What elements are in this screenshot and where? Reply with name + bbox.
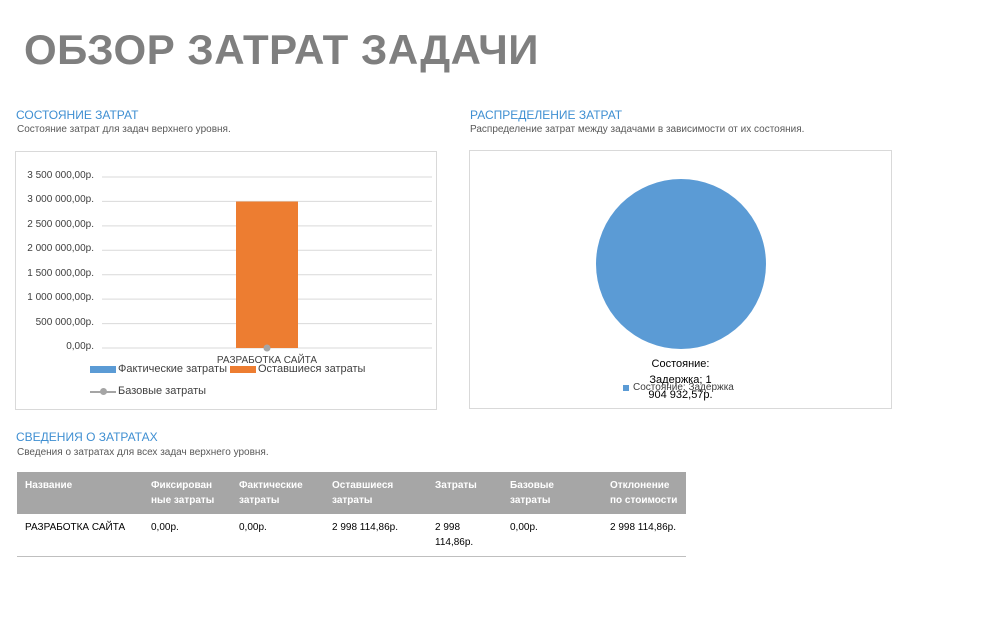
y-tick-label: 1 000 000,00р.: [27, 292, 94, 304]
cell-fixed-cost: 0,00р.: [143, 514, 231, 557]
pie-data-label-line2: Задержка; 1: [649, 374, 712, 386]
pie-legend-label: Состояние: Задержка: [633, 382, 734, 393]
cost-details-table: Название Фиксирован ные затраты Фактичес…: [17, 472, 686, 557]
y-tick-label: 0,00р.: [66, 341, 94, 352]
cell-name: РАЗРАБОТКА САЙТА: [17, 514, 143, 557]
header-remaining-cost: Оставшиеся затраты: [324, 472, 427, 514]
header-name: Название: [17, 472, 143, 514]
cell-cost: 2 998 114,86р.: [427, 514, 502, 557]
x-category-label: РАЗРАБОТКА САЙТА: [216, 355, 318, 366]
y-tick-label: 1 500 000,00р.: [27, 267, 94, 279]
pie-chart-plot: [596, 179, 766, 349]
header-actual-cost: Фактические затраты: [231, 472, 324, 514]
y-tick-label: 3 000 000,00р.: [27, 194, 94, 206]
cell-baseline-cost: 0,00р.: [502, 514, 602, 557]
pie-data-label-line1: Состояние:: [651, 358, 710, 370]
pie-data-label: Состояние: Задержка; 1: [470, 356, 891, 388]
y-tick-label: 2 500 000,00р.: [27, 218, 94, 230]
page-title: ОБЗОР ЗАТРАТ ЗАДАЧИ: [24, 26, 539, 73]
header-cost: Затраты: [427, 472, 502, 514]
y-tick-label: 3 500 000,00р.: [27, 170, 94, 181]
pie-data-label-line3: 904 932,57р.: [648, 389, 713, 401]
header-baseline-cost: Базовые затраты: [502, 472, 602, 514]
bar-chart-plot: [102, 176, 432, 352]
cost-distribution-title: РАСПРЕДЕЛЕНИЕ ЗАТРАТ: [470, 108, 623, 122]
legend-baseline-label: Базовые затраты: [118, 385, 207, 397]
cost-details-subtitle: Сведения о затратах для всех задач верхн…: [17, 447, 269, 458]
pie-legend-swatch: [623, 384, 629, 391]
header-cost-variance: Отклонение по стоимости: [602, 472, 686, 514]
bar-remaining: [236, 201, 298, 348]
y-tick-label: 2 000 000,00р.: [27, 243, 94, 255]
table-row[interactable]: РАЗРАБОТКА САЙТА 0,00р. 0,00р. 2 998 114…: [17, 514, 686, 557]
legend-remaining-swatch: [230, 365, 256, 373]
legend-actual-swatch: [90, 365, 116, 373]
legend-actual-label: Фактические затраты: [118, 363, 227, 375]
cost-distribution-chart[interactable]: Состояние: Задержка; 1 Состояние: Задерж…: [469, 150, 892, 409]
cost-status-subtitle: Состояние затрат для задач верхнего уров…: [17, 124, 231, 135]
legend-baseline: Базовые затраты: [90, 385, 206, 397]
cell-remaining-cost: 2 998 114,86р.: [324, 514, 427, 557]
table-header-row: Название Фиксирован ные затраты Фактичес…: [17, 472, 686, 514]
cell-actual-cost: 0,00р.: [231, 514, 324, 557]
legend-remaining-label: Оставшиеся затраты: [258, 363, 366, 375]
legend-remaining: Оставшиеся затраты: [230, 363, 365, 375]
legend-baseline-swatch: [90, 387, 116, 395]
cell-cost-variance: 2 998 114,86р.: [602, 514, 686, 557]
pie-slice-delay: [596, 179, 766, 349]
cost-status-title: СОСТОЯНИЕ ЗАТРАТ: [16, 108, 139, 122]
cost-details-title: СВЕДЕНИЯ О ЗАТРАТАХ: [16, 430, 158, 444]
cost-distribution-subtitle: Распределение затрат между задачами в за…: [470, 124, 805, 135]
baseline-marker: [263, 344, 271, 352]
legend-actual: Фактические затраты: [90, 363, 227, 375]
y-tick-label: 500 000,00р.: [35, 316, 94, 328]
header-fixed-cost: Фиксирован ные затраты: [143, 472, 231, 514]
pie-legend: Состояние: Задержка: [623, 382, 734, 393]
cost-status-chart[interactable]: 0,00р. 500 000,00р. 1 000 000,00р. 1 500 00…: [15, 151, 437, 410]
